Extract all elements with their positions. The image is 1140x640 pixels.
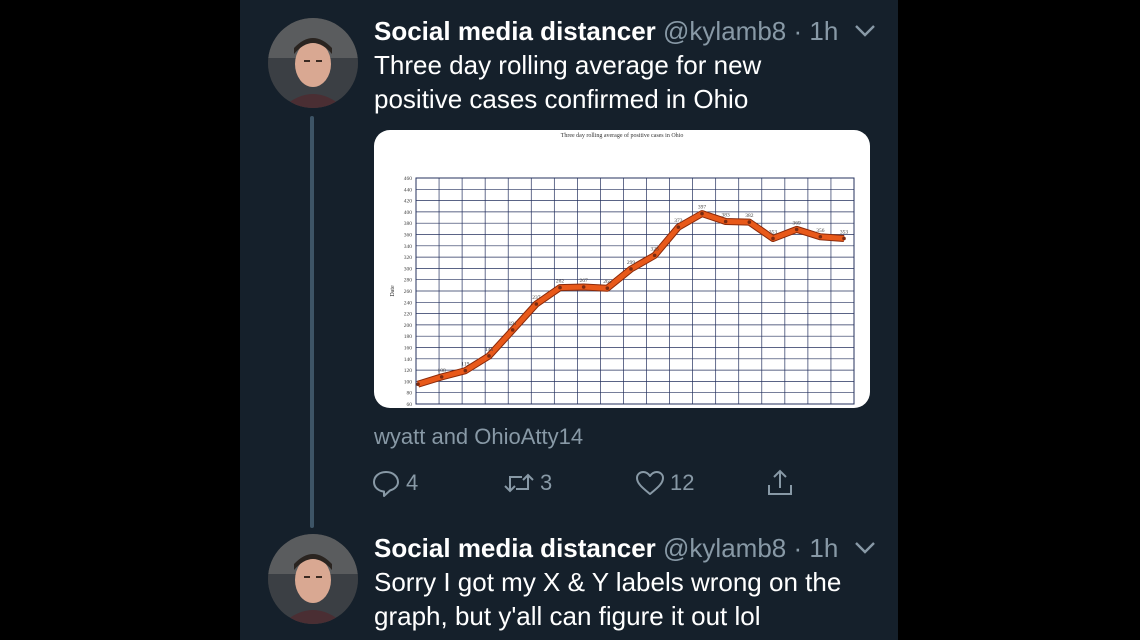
data-label: 323 <box>651 246 660 252</box>
data-label: 397 <box>698 205 707 211</box>
data-point <box>842 236 846 241</box>
data-point <box>510 328 515 332</box>
data-point <box>463 368 468 373</box>
data-label: 369 <box>793 220 802 226</box>
chevron-down-icon[interactable] <box>852 16 878 46</box>
y-tick-label: 400 <box>404 210 413 216</box>
chart: Three day rolling average of positive ca… <box>390 132 855 408</box>
share-button[interactable] <box>764 466 800 500</box>
liked-by-text[interactable]: wyatt and OhioAtty14 <box>374 424 584 449</box>
y-tick-label: 320 <box>404 255 413 261</box>
avatar[interactable] <box>268 18 358 108</box>
y-tick-label: 180 <box>404 334 413 340</box>
avatar-image <box>268 534 358 624</box>
y-tick-label: 140 <box>404 357 413 363</box>
retweet-icon <box>504 473 534 493</box>
reply-button[interactable]: 4 <box>370 466 418 500</box>
chevron-down-icon[interactable] <box>852 533 878 563</box>
data-point <box>534 302 539 306</box>
data-label: 267 <box>580 278 589 284</box>
data-point <box>794 227 799 232</box>
like-count: 12 <box>670 470 695 495</box>
timeline: Social media distancer @kylamb8 · 1h Thr… <box>240 0 898 640</box>
data-point <box>558 285 562 290</box>
tweet-text-line: graph, but y'all can figure it out lol <box>374 601 761 631</box>
data-label: 353 <box>769 229 778 235</box>
tweet-text: Three day rolling average for new positi… <box>374 48 874 116</box>
tweet-actions: 4 3 12 <box>370 466 810 500</box>
y-tick-label: 220 <box>404 312 413 318</box>
data-point <box>652 253 657 258</box>
data-point <box>581 285 586 289</box>
data-label: 108 <box>438 368 447 374</box>
y-tick-label: 60 <box>407 402 413 408</box>
display-name[interactable]: Social media distancer <box>374 533 656 563</box>
display-name[interactable]: Social media distancer <box>374 16 656 46</box>
data-label: 265 <box>603 279 612 285</box>
data-label: 191 <box>509 321 518 327</box>
tweet-text-line: Three day rolling average for new <box>374 50 762 80</box>
retweet-button[interactable]: 3 <box>502 466 552 500</box>
tweet-header: Social media distancer @kylamb8 · 1h <box>374 533 878 563</box>
data-label: 145 <box>485 347 494 353</box>
y-tick-label: 340 <box>404 244 413 250</box>
retweet-count: 3 <box>540 470 553 495</box>
y-tick-label: 80 <box>407 391 413 397</box>
y-tick-label: 380 <box>404 221 413 227</box>
data-point <box>487 354 491 358</box>
y-tick-label: 280 <box>404 278 413 284</box>
data-point <box>818 234 823 239</box>
y-tick-label: 160 <box>404 346 413 352</box>
data-label: 383 <box>722 213 731 219</box>
thread-connector <box>310 116 314 528</box>
timestamp[interactable]: · 1h <box>793 16 839 46</box>
data-label: 299 <box>627 260 636 266</box>
data-point <box>439 375 444 379</box>
heart-icon <box>636 471 664 495</box>
tweet-text: Sorry I got my X & Y labels wrong on the… <box>374 565 874 633</box>
data-point <box>416 382 420 387</box>
data-label: 119 <box>461 362 469 368</box>
data-label: 373 <box>674 218 683 224</box>
plot-border <box>415 177 855 405</box>
y-tick-label: 360 <box>404 233 413 239</box>
tweet-text-line: Sorry I got my X & Y labels wrong on the <box>374 567 842 597</box>
y-tick-label: 100 <box>404 379 413 385</box>
data-point <box>629 267 633 271</box>
share-icon <box>768 469 792 495</box>
y-tick-label: 240 <box>404 300 413 306</box>
user-handle[interactable]: @kylamb8 <box>663 533 787 563</box>
reply-count: 4 <box>406 470 419 495</box>
y-tick-label: 260 <box>404 289 413 295</box>
tweet-media-chart[interactable]: Three day rolling average of positive ca… <box>374 130 870 408</box>
data-point <box>605 286 610 290</box>
data-label: 353 <box>840 229 849 235</box>
y-axis-label: Date <box>390 285 396 297</box>
y-tick-label: 420 <box>404 199 413 205</box>
avatar-image <box>268 18 358 108</box>
data-point <box>700 211 704 216</box>
y-tick-label: 440 <box>404 187 413 193</box>
data-point <box>723 219 728 224</box>
reply-icon <box>373 471 399 497</box>
data-point <box>676 225 681 229</box>
like-button[interactable]: 12 <box>634 466 694 500</box>
data-label: 262 <box>556 279 565 285</box>
user-handle[interactable]: @kylamb8 <box>663 16 787 46</box>
avatar[interactable] <box>268 534 358 624</box>
chart-title: Three day rolling average of positive ca… <box>561 132 684 139</box>
y-tick-label: 200 <box>404 323 413 329</box>
data-label: 356 <box>816 228 825 234</box>
tweet-text-line: positive cases confirmed in Ohio <box>374 84 749 114</box>
timestamp[interactable]: · 1h <box>793 533 839 563</box>
data-label: 382 <box>745 213 754 219</box>
data-label: 237 <box>532 295 541 301</box>
y-tick-label: 120 <box>404 368 413 374</box>
y-tick-label: 460 <box>404 176 413 182</box>
data-point <box>747 220 752 224</box>
tweet-header: Social media distancer @kylamb8 · 1h <box>374 16 878 46</box>
y-tick-label: 300 <box>404 266 413 272</box>
data-point <box>771 236 775 241</box>
